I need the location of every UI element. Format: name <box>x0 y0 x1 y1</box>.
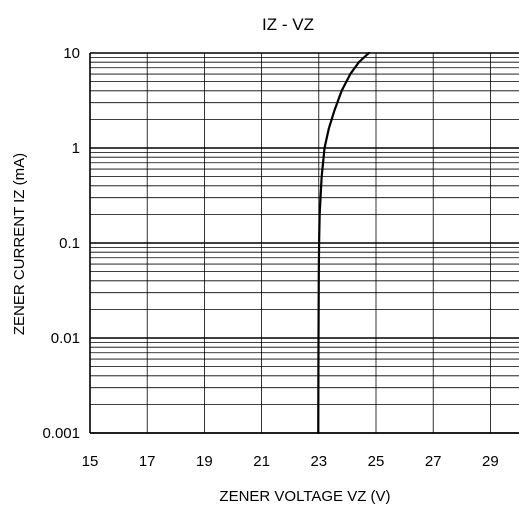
y-tick-label: 0.01 <box>51 330 80 347</box>
x-tick-label: 25 <box>368 453 385 470</box>
y-tick-label: 0.1 <box>59 235 80 252</box>
y-tick-label: 0.001 <box>42 425 80 442</box>
x-tick-label: 17 <box>139 453 156 470</box>
x-tick-label: 19 <box>196 453 213 470</box>
grid <box>89 52 519 434</box>
y-axis-label: ZENER CURRENT IZ (mA) <box>11 153 28 335</box>
chart-title: IZ - VZ <box>262 15 314 34</box>
x-axis-label: ZENER VOLTAGE VZ (V) <box>219 488 390 505</box>
y-tick-label: 10 <box>63 45 80 62</box>
y-tick-label: 1 <box>72 140 80 157</box>
series-line-0 <box>317 51 370 435</box>
x-tick-label: 15 <box>82 453 99 470</box>
x-tick-label: 29 <box>482 453 499 470</box>
series-layer <box>317 51 370 435</box>
x-tick-label: 21 <box>253 453 270 470</box>
x-tick-label: 23 <box>310 453 327 470</box>
x-tick-label: 27 <box>425 453 442 470</box>
x-tick-labels: 15 17 19 21 23 25 27 29 <box>82 453 499 470</box>
y-tick-labels: 10 1 0.1 0.01 0.001 <box>42 45 80 442</box>
